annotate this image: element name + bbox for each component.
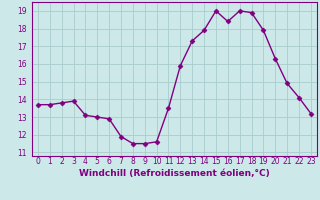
- X-axis label: Windchill (Refroidissement éolien,°C): Windchill (Refroidissement éolien,°C): [79, 169, 270, 178]
